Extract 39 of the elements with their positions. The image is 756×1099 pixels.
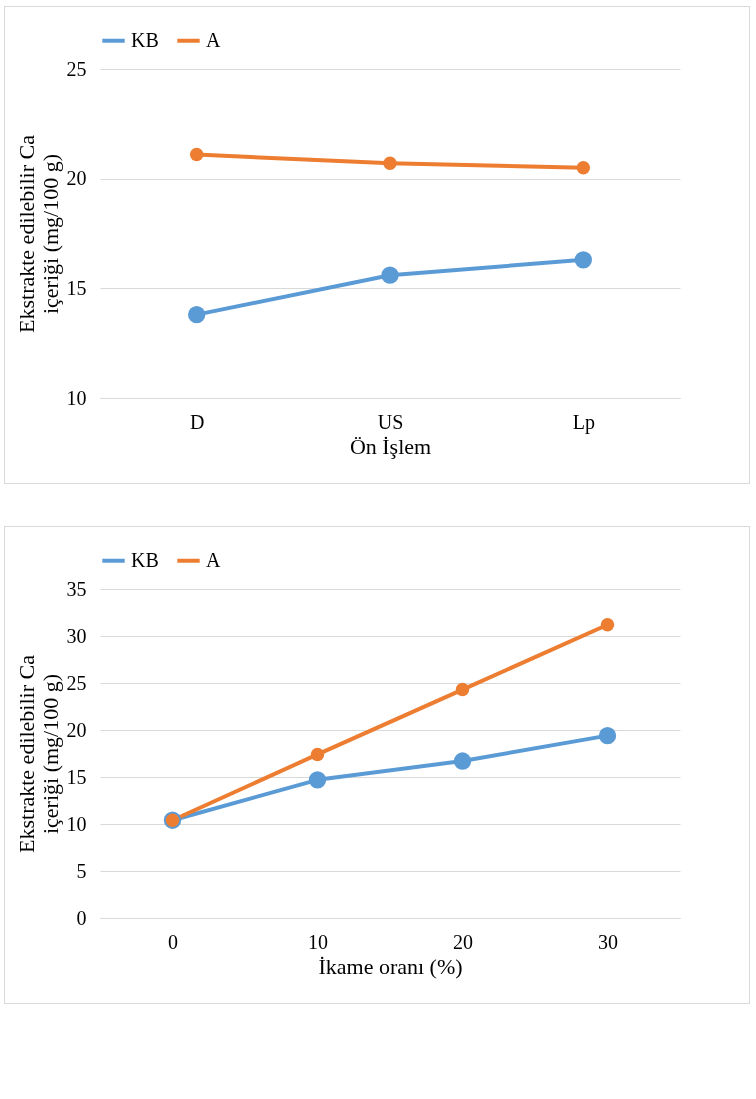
x-tick-label: US [377,410,404,433]
y-tick-label: 20 [66,718,87,741]
y-axis-title: Ekstrakte edilebilir Ca içeriği (mg/100 g) [13,654,63,853]
point [455,682,470,697]
point [188,306,206,324]
legend-label: KB [131,28,159,51]
x-tick-label: 20 [453,930,473,953]
y-tick-label: 10 [66,386,87,409]
x-tick-label: Lp [572,410,595,434]
y-axis-title: Ekstrakte edilebilir Ca içeriği (mg/100 g) [13,134,63,333]
y-tick-label: 10 [66,812,87,835]
point [308,771,327,789]
legend-label: A [206,548,221,571]
x-tick-label: 30 [598,930,618,953]
y-tick-label: 0 [76,906,87,929]
legend-label: KB [131,548,159,571]
point [189,147,204,162]
x-axis-title: Ön İşlem [349,433,432,459]
point [576,161,591,175]
point [310,747,325,762]
y-tick-label: 30 [66,624,87,647]
point [383,156,397,171]
y-tick-label: 25 [66,671,87,694]
y-tick-label: 5 [76,859,87,882]
point [598,727,617,745]
legend-label: A [206,28,221,51]
y-tick-label: 15 [66,765,87,788]
x-tick-label: 10 [308,930,328,953]
y-tick-label: 15 [66,276,87,299]
point [453,752,472,770]
x-tick-label: 0 [168,930,178,953]
point [574,251,592,269]
x-tick-label: D [189,410,205,433]
y-tick-label: 20 [66,167,87,190]
point [381,266,399,284]
y-tick-label: 25 [66,57,87,80]
y-tick-label: 35 [66,577,87,600]
point [600,618,615,632]
x-axis-title: İkame oranı (%) [318,953,463,979]
